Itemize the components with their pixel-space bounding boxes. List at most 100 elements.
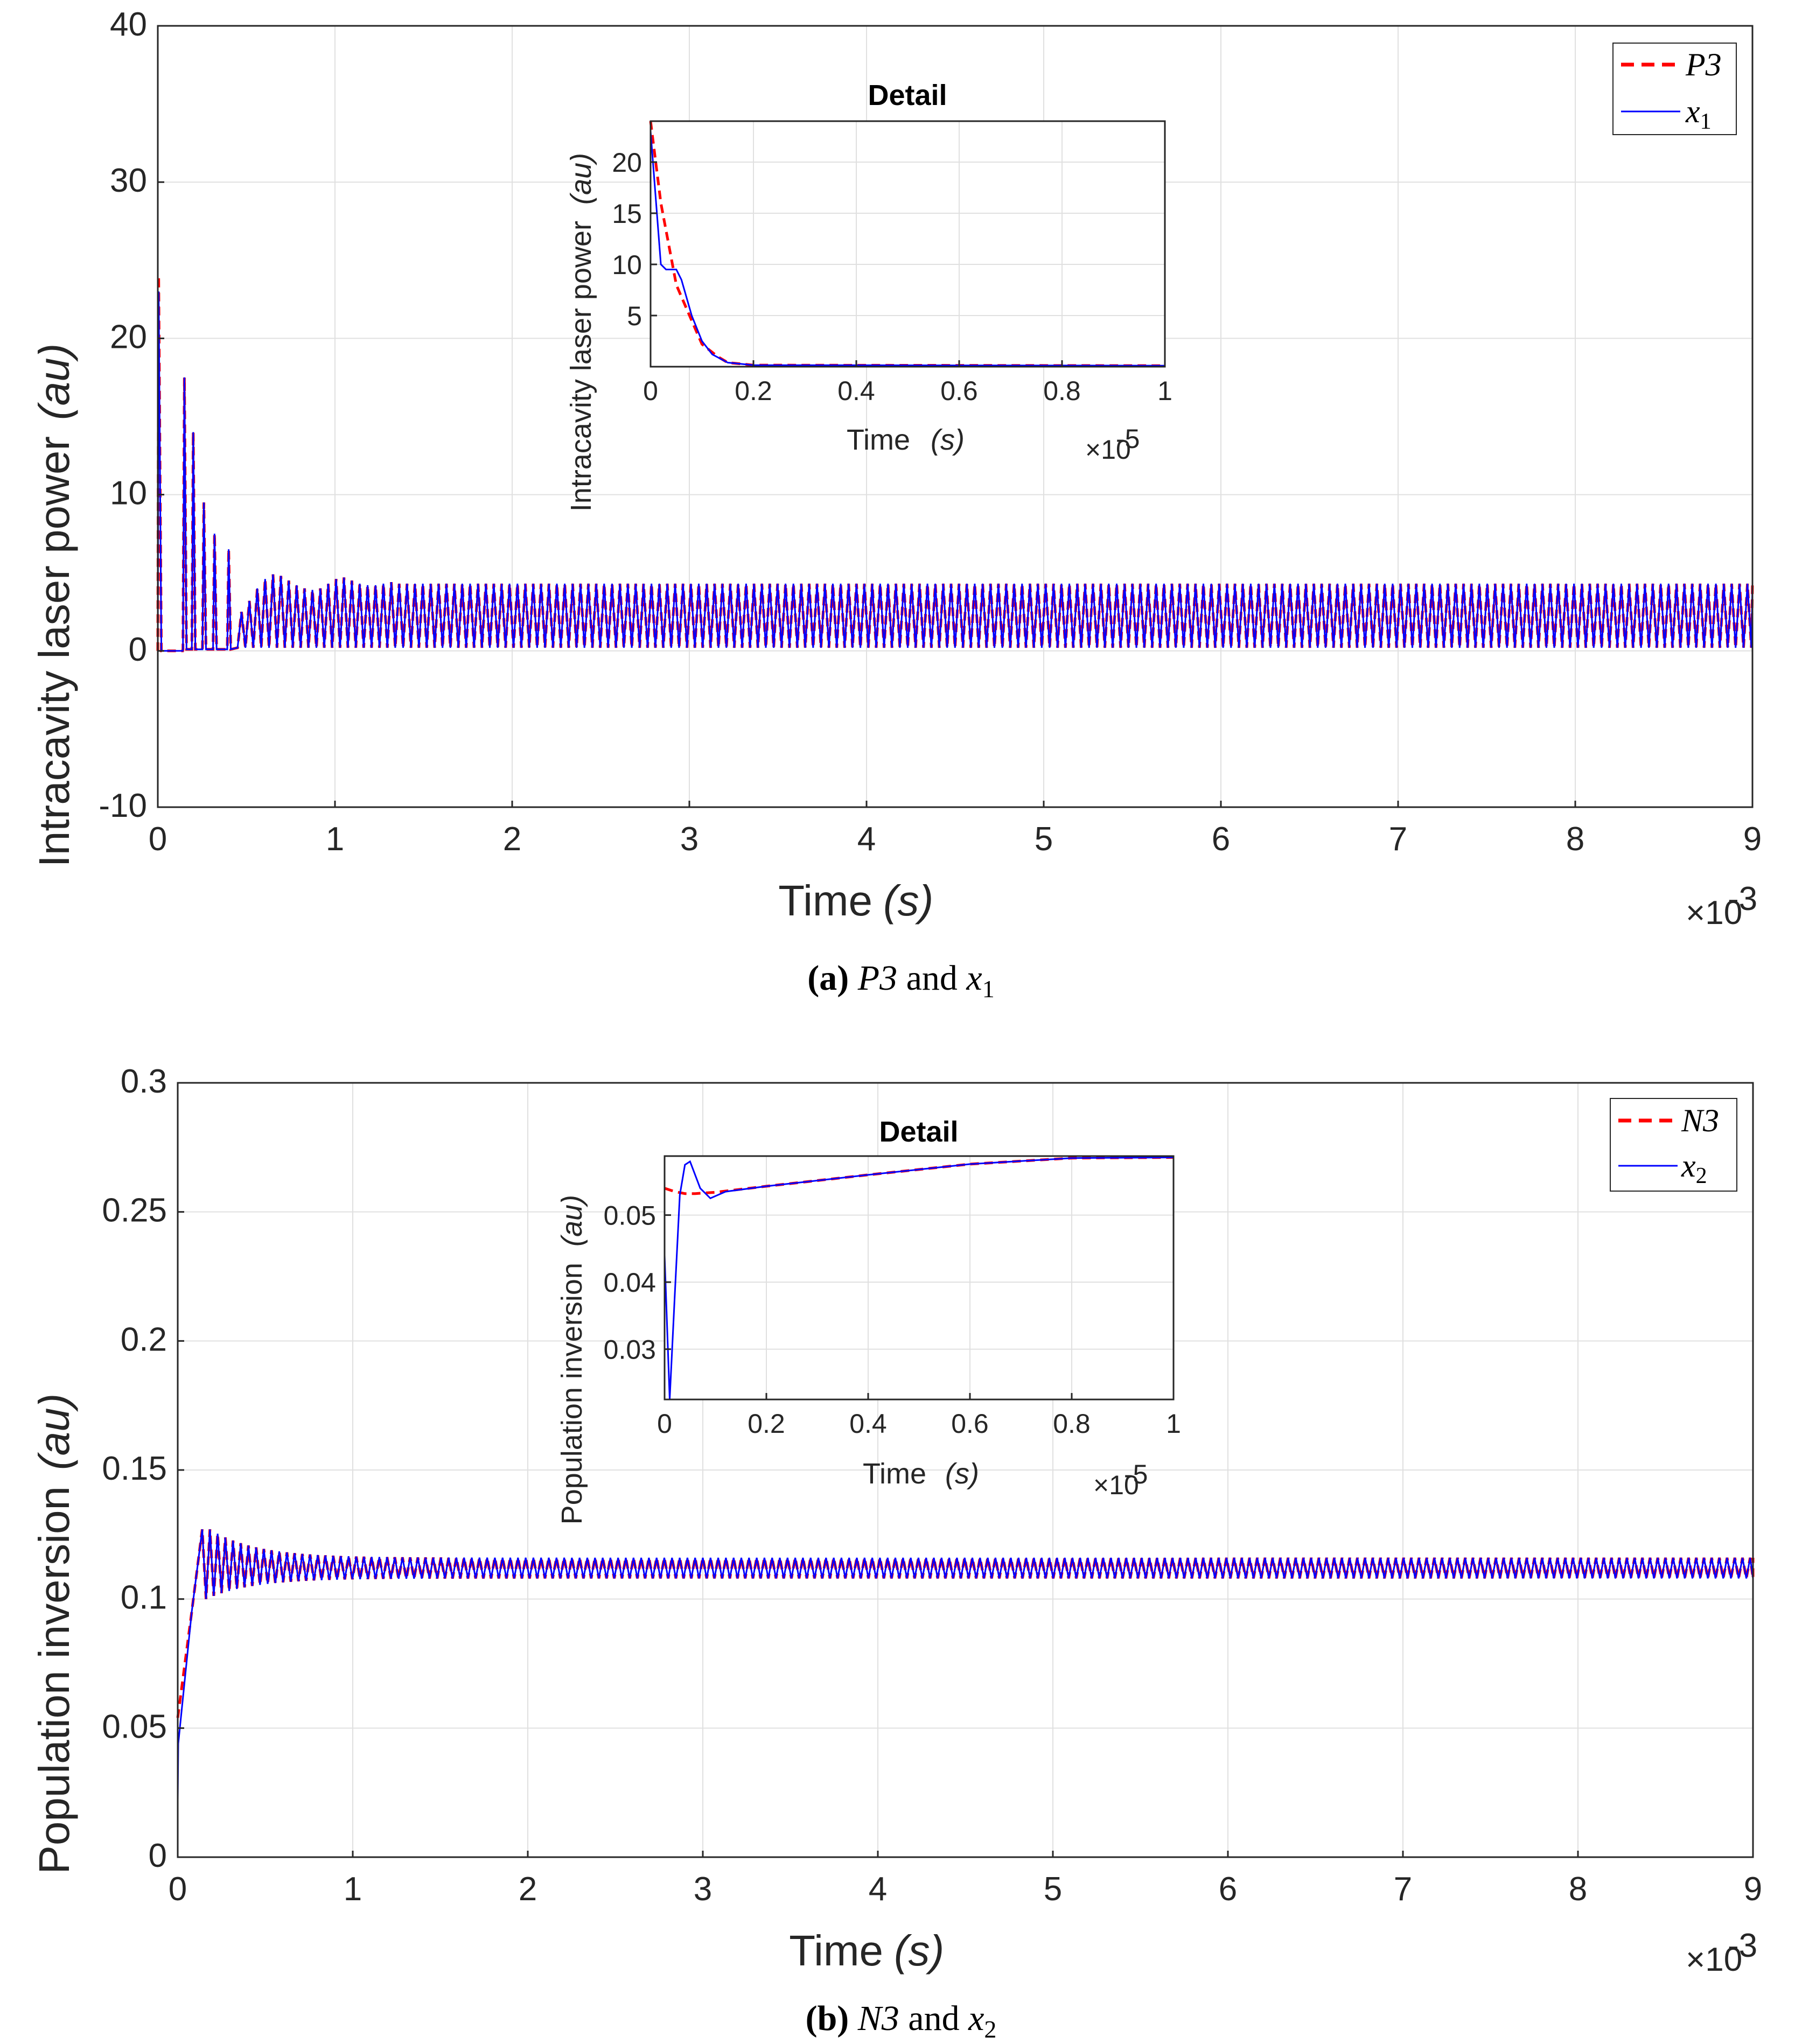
panel-b-inset-x-label-unit: (s)	[945, 1458, 979, 1490]
panel-b-x-exponent-base: ×10	[1686, 1941, 1742, 1978]
caption-b-text1: N3	[857, 1999, 899, 2038]
panel-b-inset-x-tick-label: 0.6	[951, 1409, 989, 1439]
caption-a-text3: x	[966, 958, 982, 998]
panel-a-y-tick-label: 40	[110, 6, 147, 43]
legend-label-x1-base: x	[1685, 94, 1700, 129]
panel-a-x-tick-label: 6	[1212, 821, 1230, 858]
caption-b: (b) N3 and x2	[806, 1999, 997, 2043]
panel-b-inset-frame	[663, 1155, 1175, 1401]
panel-a-inset-series	[649, 121, 1165, 367]
panel-a-x-tick-label: 4	[857, 821, 876, 858]
inset-b-series-x2-line	[663, 1157, 1174, 1400]
panel-b-inset-x-tick-label: 0.2	[748, 1409, 785, 1439]
panel-b-x-ticks: 0 1 2 3 4 5 6 7 8 9	[169, 1851, 1762, 1908]
legend-label-x1: x1	[1685, 94, 1712, 134]
panel-b-inset-y-ticks: 0.03 0.04 0.05	[604, 1201, 671, 1365]
panel-b-series	[176, 1529, 1755, 1801]
panel-a-inset-y-label-unit: (au)	[565, 153, 597, 205]
panel-b: 0 1 2 3 4 5 6 7 8 9 0 0.05 0.1 0.15 0.2 0.25 0.3 Time (…	[30, 1063, 1762, 1978]
panel-b-inset-plot-area	[663, 1155, 1175, 1401]
panel-b-y-tick-label: 0.1	[121, 1579, 167, 1616]
panel-a-y-label: Intracavity laser power	[30, 436, 78, 867]
panel-a-inset-y-tick-label: 10	[612, 250, 642, 280]
legend-label-p3: P3	[1685, 47, 1722, 82]
panel-a-inset-x-label: Time	[847, 424, 910, 456]
panel-a-inset-y-label: Intracavity laser power	[565, 221, 597, 512]
panel-b-x-tick-label: 5	[1044, 1871, 1062, 1908]
panel-b-y-label-unit: (au)	[30, 1394, 78, 1470]
inset-a-series-p3-line	[649, 121, 1165, 367]
panel-b-x-exponent: -3	[1728, 1927, 1757, 1964]
caption-b-sub: 2	[984, 2015, 996, 2043]
panel-a-inset-grid	[650, 121, 1165, 367]
panel-b-inset: 0 0.2 0.4 0.6 0.8 1 0.030.040.05 Detail Time …	[556, 1116, 1181, 1524]
legend-label-x2: x2	[1681, 1148, 1707, 1188]
panel-b-frame	[177, 1082, 1754, 1858]
panel-b-y-tick-label: 0.3	[121, 1063, 167, 1100]
panel-b-x-tick-label: 1	[344, 1871, 362, 1908]
panel-a-x-tick-label: 2	[503, 821, 521, 858]
caption-a-text2: and	[897, 958, 966, 998]
panel-b-x-tick-label: 9	[1744, 1871, 1762, 1908]
panel-b-x-tick-label: 6	[1219, 1871, 1237, 1908]
panel-b-y-tick-label: 0.15	[102, 1450, 167, 1487]
panel-a-inset-x-ticks: 0 0.2 0.4 0.6 0.8 1	[643, 360, 1172, 406]
legend-label-n3: N3	[1681, 1103, 1719, 1138]
panel-b-inset-y-label-unit: (au)	[556, 1195, 588, 1247]
caption-a-text1: P3	[857, 958, 897, 998]
panel-b-inset-x-exponent-base: ×10	[1093, 1470, 1139, 1500]
panel-a-inset-x-tick-label: 0.4	[837, 376, 875, 406]
panel-a-y-tick-label: 0	[129, 631, 147, 668]
panel-a-inset-frame	[649, 120, 1166, 368]
series-x1-line	[157, 291, 1754, 652]
panel-b-inset-x-exponent: -5	[1124, 1459, 1148, 1489]
panel-b-y-label: Population inversion	[30, 1486, 78, 1874]
panel-a-x-label-unit: (s)	[883, 877, 933, 925]
panel-a-x-tick-label: 3	[680, 821, 699, 858]
panel-a-x-tick-label: 0	[149, 821, 167, 858]
panel-b-inset-y-tick-label: 0.04	[604, 1268, 656, 1298]
panel-b-inset-x-tick-label: 1	[1166, 1409, 1181, 1439]
panel-a-inset-x-tick-label: 0.8	[1043, 376, 1081, 406]
caption-a-label: (a)	[807, 958, 849, 998]
legend-label-x1-sub: 1	[1700, 109, 1712, 134]
panel-a-inset-x-tick-label: 1	[1157, 376, 1172, 406]
panel-a-y-tick-label: -10	[99, 787, 147, 824]
caption-a-sub: 1	[982, 975, 995, 1003]
panel-b-x-label: Time	[789, 1927, 883, 1975]
panel-a-inset-y-tick-label: 15	[612, 199, 642, 229]
panel-b-y-tick-label: 0	[149, 1837, 167, 1874]
panel-a-y-tick-label: 10	[110, 475, 147, 512]
panel-b-inset-x-tick-label: 0.4	[849, 1409, 887, 1439]
panel-a-x-tick-label: 9	[1743, 821, 1762, 858]
panel-a-series	[156, 276, 1754, 653]
panel-a-inset-y-ticks: 5 10 15 20	[612, 148, 657, 331]
panel-b-inset-x-ticks: 0 0.2 0.4 0.6 0.8 1	[657, 1393, 1181, 1439]
panel-b-y-tick-label: 0.25	[102, 1192, 167, 1229]
panel-b-x-tick-label: 8	[1569, 1871, 1587, 1908]
series-x2-line	[177, 1529, 1754, 1801]
panel-a-inset-y-tick-label: 5	[627, 301, 642, 331]
panel-a-x-tick-label: 7	[1389, 821, 1407, 858]
panel-a-x-tick-label: 8	[1566, 821, 1584, 858]
caption-a: (a) P3 and x1	[807, 958, 994, 1003]
panel-b-x-tick-label: 3	[694, 1871, 712, 1908]
panel-a-x-tick-label: 5	[1035, 821, 1053, 858]
panel-a-x-ticks: 0 1 2 3 4 5 6 7 8 9	[149, 801, 1762, 858]
panel-b-inset-y-tick-label: 0.03	[604, 1335, 656, 1365]
panel-a-x-tick-label: 1	[326, 821, 344, 858]
panel-a-x-exponent: -3	[1728, 880, 1757, 918]
panel-b-y-ticks: 0 0.05 0.1 0.15 0.2 0.25 0.3	[102, 1063, 184, 1874]
legend-label-x2-sub: 2	[1696, 1164, 1707, 1188]
panel-b-y-tick-label: 0.05	[102, 1708, 167, 1745]
panel-a-inset-y-tick-label: 20	[612, 148, 642, 178]
panel-b-x-tick-label: 0	[169, 1871, 187, 1908]
panel-a-frame	[157, 25, 1754, 808]
panel-a-inset-x-tick-label: 0.2	[735, 376, 772, 406]
panel-a-inset-x-tick-label: 0	[643, 376, 658, 406]
panel-b-x-tick-label: 2	[519, 1871, 537, 1908]
panel-b-x-label-unit: (s)	[894, 1927, 944, 1975]
caption-b-text2: and	[899, 1999, 968, 2038]
panel-a-inset-x-exponent-base: ×10	[1085, 435, 1131, 465]
